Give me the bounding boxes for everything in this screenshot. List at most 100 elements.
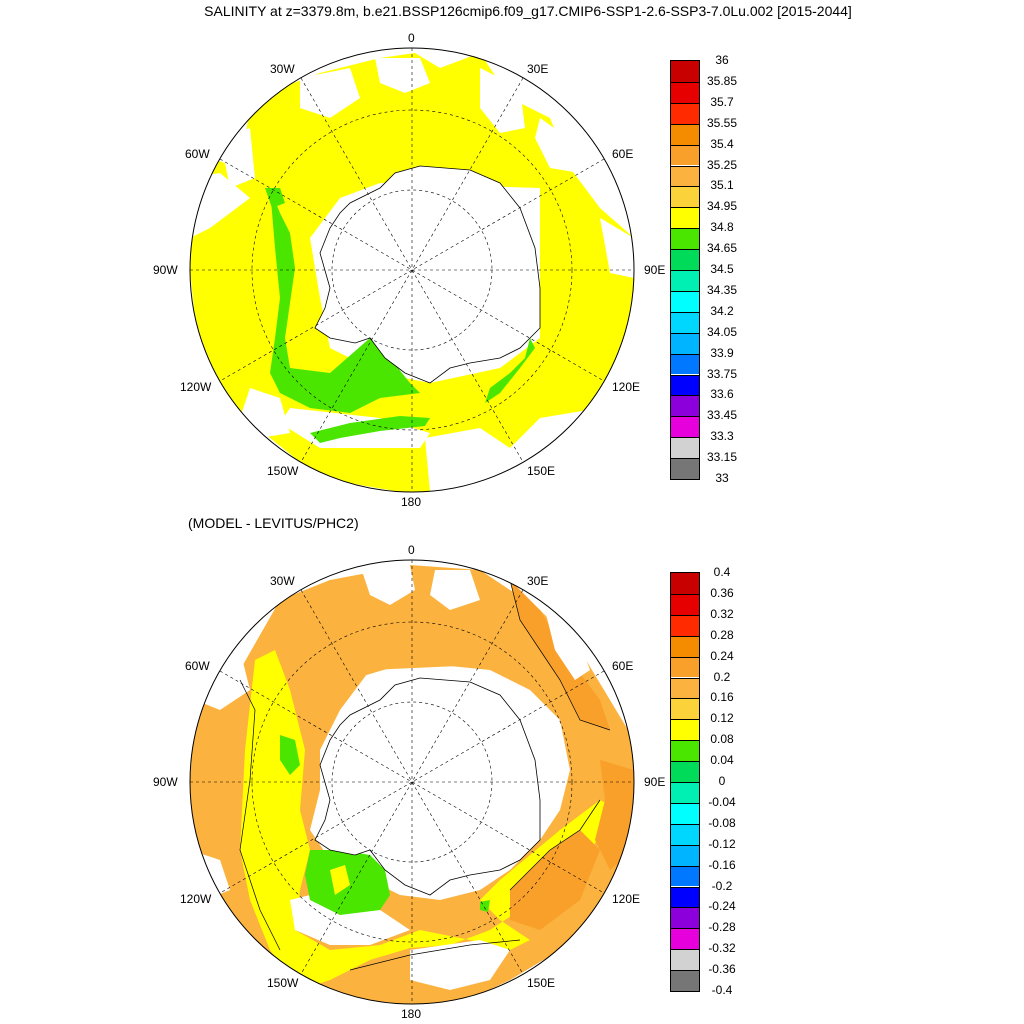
salinity-tick-label: 35.85 [706,73,738,88]
salinity-color-box [671,416,699,438]
lon-label-120w: 120W [180,892,212,906]
difference-tick-label: -0.4 [711,983,733,997]
difference-color-box [671,949,699,971]
salinity-tick-label: 36 [715,53,729,67]
salinity-tick-label: 33.3 [710,429,734,444]
salinity-tick-label: 35.4 [710,136,734,151]
lon-label-150w: 150W [267,976,299,990]
difference-color-box [671,635,699,657]
salinity-tick-label: 34.05 [706,324,738,339]
difference-tick-label: -0.36 [708,962,736,977]
figure-title: SALINITY at z=3379.8m, b.e21.BSSP126cmip… [204,3,852,19]
salinity-color-box [671,61,699,82]
difference-color-box [671,719,699,741]
salinity-tick-label: 34.5 [710,262,734,276]
difference-tick-label: 0.16 [710,690,734,705]
graticule [190,48,634,492]
salinity-tick-label: 34.65 [706,241,738,256]
difference-color-box [671,823,699,845]
difference-color-box [671,573,699,594]
salinity-tick-label: 33.45 [706,408,738,423]
lon-label-30w: 30W [270,574,295,588]
salinity-color-box [671,458,699,479]
salinity-color-box [671,270,699,291]
salinity-color-box [671,81,699,103]
difference-tick-label: -0.04 [708,794,736,809]
salinity-tick-label: 34.8 [710,220,734,235]
difference-color-box [671,907,699,929]
difference-tick-label: 0.12 [710,711,734,726]
difference-tick-label: -0.32 [708,941,736,956]
lon-label-150e: 150E [527,464,556,478]
salinity-color-box [671,144,699,166]
salinity-tick-label: 33.15 [706,450,738,465]
difference-tick-label: -0.28 [708,920,736,935]
difference-colorbar [670,572,700,992]
salinity-tick-label: 35.25 [706,157,738,172]
salinity-tick-label: 35.7 [710,94,734,109]
difference-color-box [671,761,699,782]
difference-color-box [671,928,699,950]
lon-label-90w: 90W [153,263,178,277]
difference-color-box [671,740,699,762]
lon-label-60e: 60E [612,659,634,673]
salinity-color-box [671,186,699,208]
salinity-tick-label: 34.2 [710,303,734,318]
difference-tick-label: 0.36 [710,585,734,600]
difference-tick-label: 0 [718,774,726,788]
lon-label-120e: 120E [612,892,641,906]
salinity-colorbar [670,60,700,480]
lon-label-30e: 30E [527,62,549,76]
lon-label-120w: 120W [180,380,212,394]
difference-color-box [671,677,699,699]
difference-tick-label: -0.16 [708,857,736,872]
lon-label-30e: 30E [527,574,549,588]
lon-label-120e: 120E [612,380,641,394]
difference-tick-label: -0.08 [708,815,736,830]
difference-tick-label: -0.24 [708,899,736,914]
salinity-color-box [671,207,699,229]
salinity-color-box [671,290,699,312]
difference-color-box [671,970,699,991]
lon-label-0: 0 [408,543,415,557]
lon-label-150e: 150E [527,976,556,990]
salinity-color-box [671,353,699,375]
salinity-color-box [671,165,699,187]
difference-color-box [671,844,699,866]
salinity-color-box [671,228,699,250]
difference-color-box [671,802,699,824]
lon-label-60w: 60W [185,147,210,161]
lon-label-60w: 60W [185,659,210,673]
difference-tick-label: 0.28 [710,627,734,642]
lon-label-180: 180 [401,495,422,509]
lon-label-60e: 60E [612,147,634,161]
difference-tick-label: -0.2 [711,878,733,893]
difference-tick-label: 0.2 [713,669,731,684]
difference-color-box [671,593,699,615]
salinity-tick-label: 34.35 [706,282,738,297]
salinity-color-box [671,102,699,124]
graticule [190,560,634,1004]
salinity-tick-label: 33.75 [706,366,738,381]
difference-tick-label: 0.4 [713,565,731,579]
lon-label-90e: 90E [644,263,666,277]
lon-label-180: 180 [401,1007,422,1021]
difference-color-box [671,614,699,636]
salinity-color-box [671,332,699,354]
lon-label-150w: 150W [267,464,299,478]
difference-tick-label: 0.32 [710,606,734,621]
lon-label-0: 0 [408,31,415,45]
salinity-difference-map [189,559,635,1005]
difference-color-box [671,886,699,908]
difference-color-box [671,656,699,678]
salinity-tick-label: 33.9 [710,345,734,360]
salinity-map [189,47,635,493]
salinity-color-box [671,249,699,270]
lon-label-30w: 30W [270,62,295,76]
salinity-color-box [671,123,699,145]
salinity-color-box [671,437,699,459]
salinity-tick-label: 33 [715,471,729,485]
salinity-tick-label: 35.1 [710,178,734,193]
salinity-tick-label: 34.95 [706,199,738,214]
salinity-color-box [671,311,699,333]
